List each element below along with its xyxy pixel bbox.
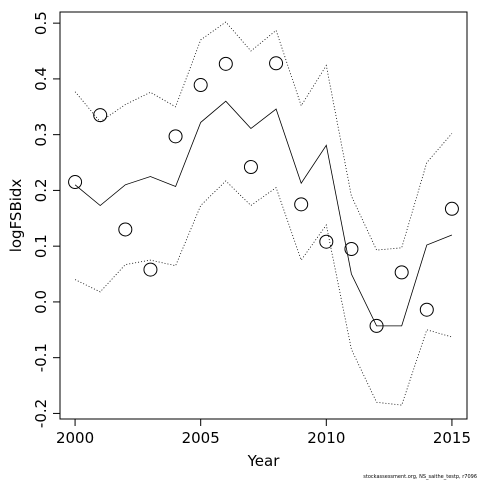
x-tick-label-2010: 2010 [307,429,345,447]
data-point-2010 [319,234,334,249]
y-axis-title: logFSBidx [7,179,25,253]
data-point-2014 [419,302,434,317]
data-point-2008 [269,56,284,71]
y-tick-label-3: 0.1 [32,234,50,258]
y-tick-label-4: 0.2 [32,178,50,202]
data-point-2015 [444,201,459,216]
data-point-2007 [243,159,258,174]
x-axis-title: Year [247,452,281,470]
data-point-2003 [143,262,158,277]
data-point-2009 [294,197,309,212]
y-tick-label-2: 0.0 [32,290,50,314]
y-axis: -0.2 -0.1 0.0 0.1 0.2 0.3 0.4 0.5 [32,11,60,428]
y-tick-label-1: -0.1 [32,343,50,372]
fitted-line [74,100,453,327]
x-tick-label-2015: 2015 [433,429,471,447]
x-axis: 2000 2005 2010 2015 [56,419,471,447]
data-point-2011 [344,241,359,256]
x-tick-label-2005: 2005 [182,429,220,447]
x-tick-label-2000: 2000 [56,429,94,447]
data-point-2005 [193,78,208,93]
y-tick-label-0: -0.2 [32,399,50,428]
data-point-2004 [168,129,183,144]
y-tick-label-6: 0.4 [32,67,50,91]
y-tick-label-7: 0.5 [32,11,50,35]
data-point-2002 [118,222,133,237]
data-point-2013 [394,265,409,280]
plot-marks [68,21,459,406]
confidence-bound-line-3 [74,180,453,406]
data-point-2006 [218,56,233,71]
y-tick-label-5: 0.3 [32,123,50,147]
plot-frame [59,11,468,420]
data-point-2000 [68,175,83,190]
footnote: stockassessment.org, NS_saithe_testp, r7… [363,474,477,480]
